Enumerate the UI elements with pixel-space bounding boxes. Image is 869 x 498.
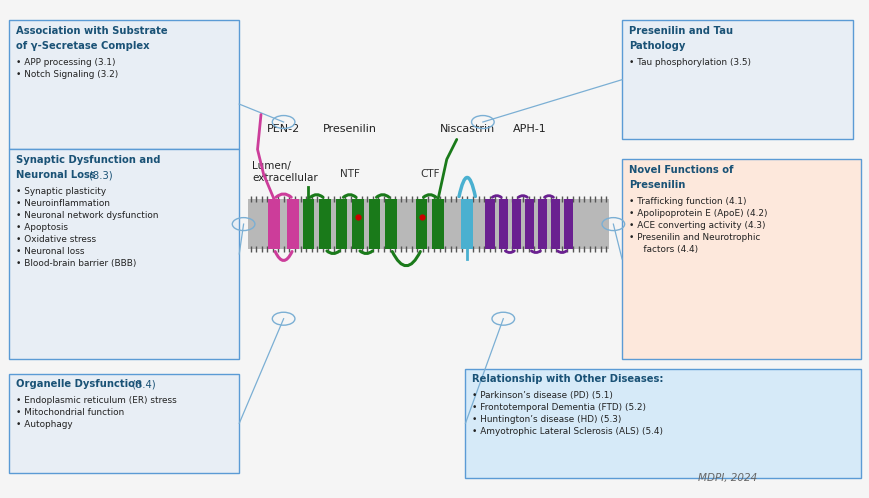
- Text: • Notch Signaling (3.2): • Notch Signaling (3.2): [16, 70, 118, 79]
- Text: • ACE converting activity (4.3): • ACE converting activity (4.3): [628, 221, 765, 230]
- Text: • Endoplasmic reticulum (ER) stress: • Endoplasmic reticulum (ER) stress: [16, 396, 176, 405]
- Bar: [385, 199, 396, 249]
- Text: • Apoptosis: • Apoptosis: [16, 223, 68, 232]
- Text: Relationship with Other Diseases:: Relationship with Other Diseases:: [472, 374, 663, 384]
- Bar: [511, 199, 521, 249]
- Bar: [287, 199, 299, 249]
- Text: Lumen/
extracellular: Lumen/ extracellular: [252, 161, 318, 183]
- Text: • Amyotrophic Lateral Sclerosis (ALS) (5.4): • Amyotrophic Lateral Sclerosis (ALS) (5…: [472, 427, 663, 436]
- Text: Presenilin and Tau: Presenilin and Tau: [628, 26, 733, 36]
- Text: of γ-Secretase Complex: of γ-Secretase Complex: [16, 41, 149, 51]
- Bar: [319, 199, 330, 249]
- Text: • Parkinson’s disease (PD) (5.1): • Parkinson’s disease (PD) (5.1): [472, 391, 613, 400]
- Text: • Apolipoprotein E (ApoE) (4.2): • Apolipoprotein E (ApoE) (4.2): [628, 209, 766, 218]
- Text: Novel Functions of: Novel Functions of: [628, 165, 733, 175]
- Text: • Neuroinflammation: • Neuroinflammation: [16, 199, 109, 208]
- Text: • Oxidative stress: • Oxidative stress: [16, 235, 96, 244]
- Text: • Synaptic plasticity: • Synaptic plasticity: [16, 187, 106, 196]
- FancyBboxPatch shape: [9, 20, 239, 149]
- Text: CTF: CTF: [420, 169, 439, 179]
- Bar: [415, 199, 427, 249]
- Bar: [524, 199, 534, 249]
- Text: Niscastrin: Niscastrin: [439, 124, 494, 134]
- Bar: [352, 199, 363, 249]
- FancyBboxPatch shape: [9, 374, 239, 473]
- Text: Neuronal Loss: Neuronal Loss: [16, 170, 96, 180]
- Bar: [563, 199, 573, 249]
- Text: • Frontotemporal Dementia (FTD) (5.2): • Frontotemporal Dementia (FTD) (5.2): [472, 403, 646, 412]
- Bar: [368, 199, 380, 249]
- Bar: [537, 199, 547, 249]
- Bar: [498, 199, 507, 249]
- Text: • Neuronal network dysfunction: • Neuronal network dysfunction: [16, 211, 158, 220]
- Text: APH-1: APH-1: [512, 124, 546, 134]
- Text: Presenilin: Presenilin: [322, 124, 376, 134]
- Text: factors (4.4): factors (4.4): [628, 245, 697, 254]
- FancyBboxPatch shape: [9, 149, 239, 359]
- Text: MDPI, 2024: MDPI, 2024: [697, 473, 756, 483]
- Text: • Blood-brain barrier (BBB): • Blood-brain barrier (BBB): [16, 259, 136, 268]
- Text: • Tau phosphorylation (3.5): • Tau phosphorylation (3.5): [628, 58, 750, 67]
- Bar: [248, 199, 608, 249]
- Text: NTF: NTF: [340, 169, 359, 179]
- Bar: [485, 199, 494, 249]
- Bar: [302, 199, 314, 249]
- FancyBboxPatch shape: [465, 369, 860, 478]
- Text: • Presenilin and Neurotrophic: • Presenilin and Neurotrophic: [628, 233, 760, 242]
- Text: Pathology: Pathology: [628, 41, 685, 51]
- Text: • Trafficking function (4.1): • Trafficking function (4.1): [628, 197, 746, 206]
- FancyBboxPatch shape: [621, 20, 852, 139]
- Bar: [335, 199, 347, 249]
- Text: • Huntington’s disease (HD) (5.3): • Huntington’s disease (HD) (5.3): [472, 415, 621, 424]
- Text: • Neuronal loss: • Neuronal loss: [16, 247, 84, 256]
- Bar: [461, 199, 473, 249]
- Text: • APP processing (3.1): • APP processing (3.1): [16, 58, 115, 67]
- Text: • Autophagy: • Autophagy: [16, 420, 72, 429]
- Text: • Mitochondrial function: • Mitochondrial function: [16, 408, 123, 417]
- FancyBboxPatch shape: [621, 159, 860, 359]
- Text: PEN-2: PEN-2: [267, 124, 300, 134]
- Bar: [432, 199, 443, 249]
- Text: Synaptic Dysfunction and: Synaptic Dysfunction and: [16, 155, 160, 165]
- Text: (3.4): (3.4): [129, 379, 156, 389]
- Text: (3.3): (3.3): [86, 170, 112, 180]
- Bar: [550, 199, 560, 249]
- Bar: [268, 199, 280, 249]
- Text: Association with Substrate: Association with Substrate: [16, 26, 167, 36]
- Text: Organelle Dysfunction: Organelle Dysfunction: [16, 379, 142, 389]
- Text: Presenilin: Presenilin: [628, 180, 685, 190]
